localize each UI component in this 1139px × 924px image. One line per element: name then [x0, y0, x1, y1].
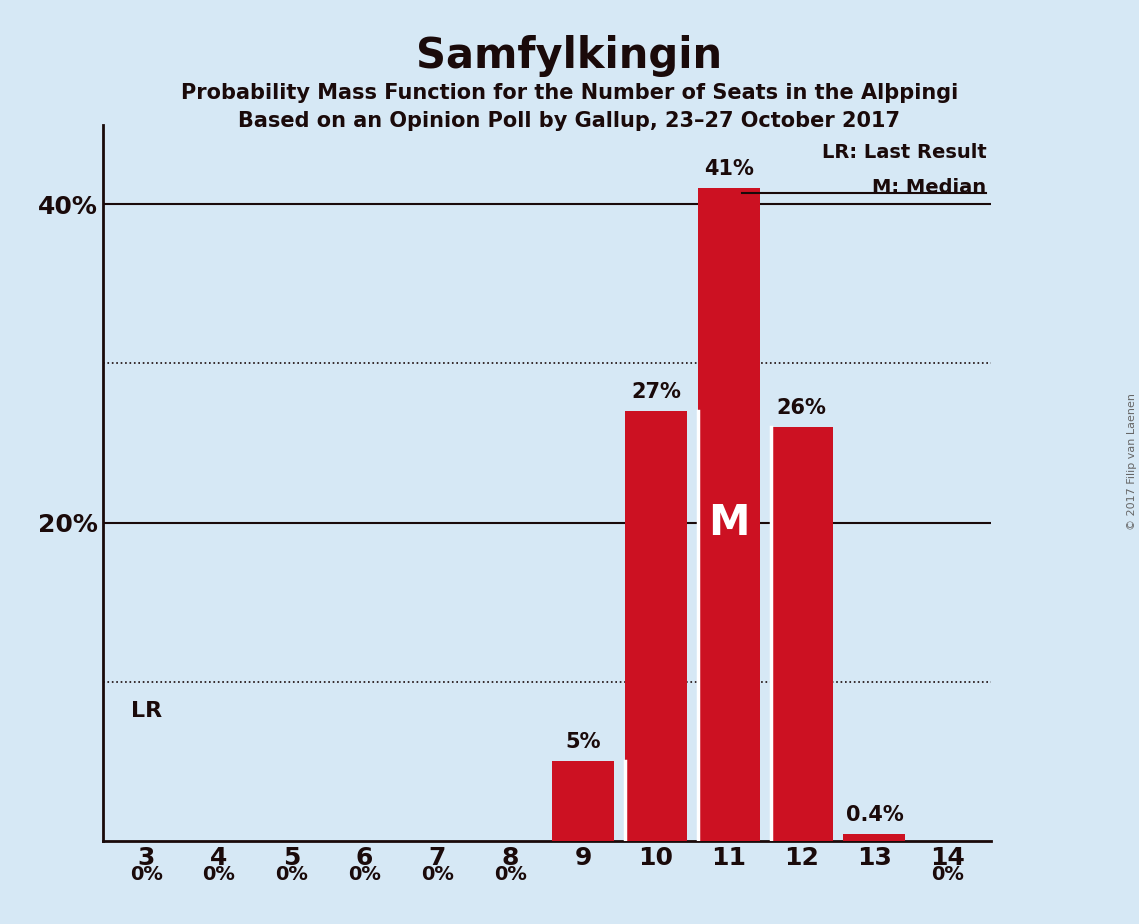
Text: Probability Mass Function for the Number of Seats in the Alþpingi: Probability Mass Function for the Number…: [181, 83, 958, 103]
Text: 0%: 0%: [276, 865, 309, 883]
Text: 41%: 41%: [704, 159, 754, 179]
Text: LR: Last Result: LR: Last Result: [821, 142, 986, 162]
Bar: [844, 834, 906, 841]
Text: 0%: 0%: [130, 865, 163, 883]
Text: 0%: 0%: [349, 865, 382, 883]
Text: 0.4%: 0.4%: [845, 805, 903, 825]
Text: Samfylkingin: Samfylkingin: [417, 35, 722, 77]
Text: 0%: 0%: [203, 865, 236, 883]
Bar: [552, 761, 614, 841]
Text: © 2017 Filip van Laenen: © 2017 Filip van Laenen: [1126, 394, 1137, 530]
Bar: [625, 411, 687, 841]
Text: 0%: 0%: [494, 865, 526, 883]
Text: M: M: [708, 502, 749, 543]
Text: 0%: 0%: [931, 865, 964, 883]
Text: 27%: 27%: [631, 382, 681, 402]
Bar: [698, 188, 760, 841]
Text: 26%: 26%: [777, 397, 827, 418]
Bar: [771, 427, 833, 841]
Text: LR: LR: [131, 701, 162, 722]
Text: Based on an Opinion Poll by Gallup, 23–27 October 2017: Based on an Opinion Poll by Gallup, 23–2…: [238, 111, 901, 131]
Text: M: Median: M: Median: [872, 178, 986, 198]
Text: 0%: 0%: [421, 865, 454, 883]
Text: 5%: 5%: [565, 732, 601, 752]
